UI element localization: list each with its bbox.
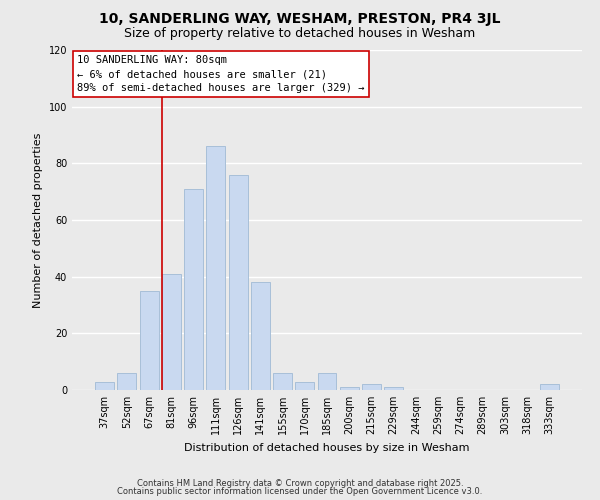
- Bar: [95, 382, 114, 390]
- Text: Contains HM Land Registry data © Crown copyright and database right 2025.: Contains HM Land Registry data © Crown c…: [137, 478, 463, 488]
- Bar: [340, 387, 359, 390]
- Bar: [229, 174, 248, 390]
- Bar: [184, 189, 203, 390]
- Bar: [362, 384, 381, 390]
- Bar: [251, 282, 270, 390]
- Text: 10, SANDERLING WAY, WESHAM, PRESTON, PR4 3JL: 10, SANDERLING WAY, WESHAM, PRESTON, PR4…: [99, 12, 501, 26]
- Text: Size of property relative to detached houses in Wesham: Size of property relative to detached ho…: [124, 28, 476, 40]
- Y-axis label: Number of detached properties: Number of detached properties: [33, 132, 43, 308]
- Bar: [118, 373, 136, 390]
- Bar: [162, 274, 181, 390]
- Bar: [206, 146, 225, 390]
- Text: 10 SANDERLING WAY: 80sqm
← 6% of detached houses are smaller (21)
89% of semi-de: 10 SANDERLING WAY: 80sqm ← 6% of detache…: [77, 55, 365, 93]
- X-axis label: Distribution of detached houses by size in Wesham: Distribution of detached houses by size …: [184, 442, 470, 452]
- Bar: [295, 382, 314, 390]
- Bar: [140, 291, 158, 390]
- Text: Contains public sector information licensed under the Open Government Licence v3: Contains public sector information licen…: [118, 487, 482, 496]
- Bar: [273, 373, 292, 390]
- Bar: [317, 373, 337, 390]
- Bar: [540, 384, 559, 390]
- Bar: [384, 387, 403, 390]
